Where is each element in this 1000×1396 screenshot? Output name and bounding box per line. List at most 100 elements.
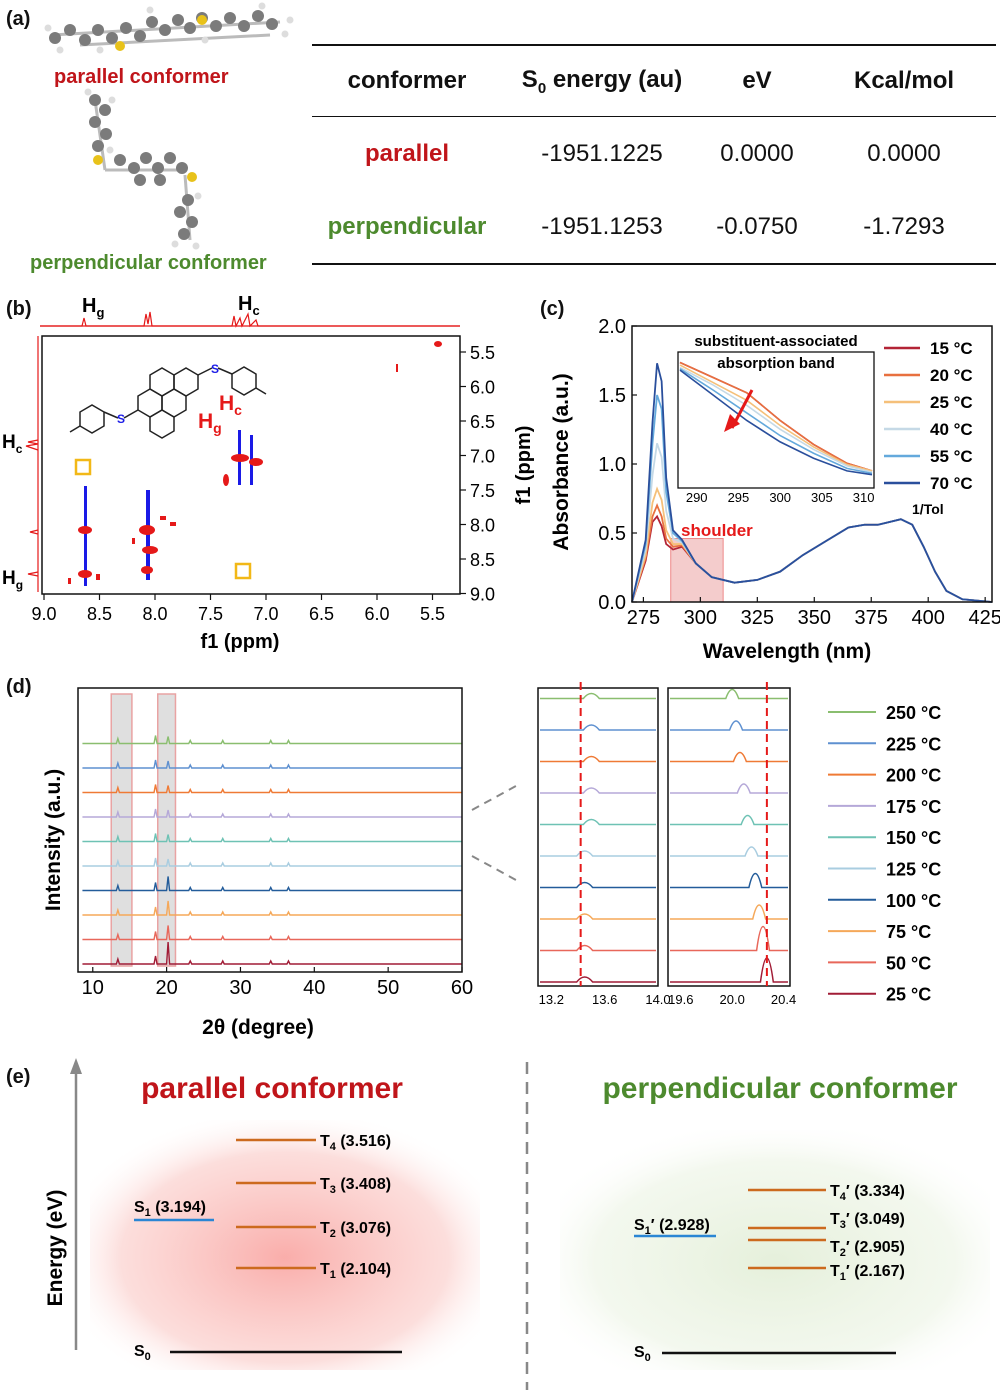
- energy-table: conformer S0 energy (au) eV Kcal/mol par…: [312, 44, 996, 265]
- absorption-x-tick-label: 275: [627, 607, 660, 629]
- highlight-box-hc: [74, 458, 92, 476]
- zoom-x-tick-label: 14.0: [645, 992, 670, 1007]
- xrd-x-tick-label: 60: [451, 977, 473, 999]
- row-ev: 0.0000: [720, 140, 794, 167]
- xrd-pattern-line: [82, 759, 462, 769]
- row-ev: -0.0750: [716, 213, 798, 240]
- xrd-pattern-line: [82, 900, 462, 916]
- xrd-x-tick-label: 10: [82, 977, 104, 999]
- nmr-x-tick-label: 7.0: [253, 604, 278, 624]
- nmr-x-tick-label: 6.5: [309, 604, 334, 624]
- molecule-models: [44, 2, 294, 250]
- xrd-pattern-line: [82, 784, 462, 794]
- nmr-y-tick-label: 5.5: [470, 343, 495, 363]
- xrd-pattern-line: [82, 735, 462, 745]
- xrd-x-tick-label: 50: [377, 977, 399, 999]
- xrd-legend-label: 200 °C: [886, 766, 941, 786]
- table-row: parallel -1951.1225 0.0000 0.0000: [312, 117, 996, 191]
- zoom-frame: [667, 687, 791, 987]
- inset-x-tick-label: 300: [769, 490, 791, 505]
- zoom-connector-bottom: [471, 855, 517, 881]
- label-t4-prime: T4′ (3.334): [830, 1183, 905, 1203]
- nmr-y-label: f1 (ppm): [513, 426, 535, 505]
- absorption-x-label: Wavelength (nm): [703, 640, 871, 663]
- zoom-pattern-line: [540, 913, 656, 920]
- zoom-frame: [537, 687, 659, 987]
- zoom-pattern-line: [540, 944, 656, 952]
- label-t1: T1 (2.104): [320, 1261, 391, 1281]
- label-t1-prime: T1′ (2.167): [830, 1263, 905, 1283]
- xrd-main-plot: 10 20 30 40 50 60: [77, 687, 473, 999]
- absorption-y-tick-label: 2.0: [598, 316, 626, 338]
- nmr-x-tick-label: 8.5: [87, 604, 112, 624]
- nmr-y-tick-label: 8.5: [470, 550, 495, 570]
- row-energy: -1951.1225: [541, 140, 663, 167]
- xrd-legend-label: 250 °C: [886, 703, 941, 723]
- header-conformer: conformer: [347, 67, 467, 94]
- inset-series-line: [679, 369, 873, 476]
- xrd-pattern-line: [82, 876, 462, 892]
- zoom-pattern-line: [540, 850, 656, 857]
- label-t2: T2 (3.076): [320, 1220, 391, 1240]
- zoom-pattern-line: [540, 787, 656, 794]
- absorption-x-tick-label: 375: [855, 607, 888, 629]
- shoulder-highlight: [670, 538, 724, 603]
- zoom-pattern-line: [670, 926, 788, 952]
- nmr-y-tick-label: 7.5: [470, 481, 495, 501]
- shoulder-label: shoulder: [681, 521, 753, 540]
- absorption-chart: 275 300 325 350 375 400 425 0.0 0.5 1.0 1.5 2.0 Abs…: [550, 316, 1000, 663]
- row-kcal: -1.7293: [863, 213, 945, 240]
- inset-title-line1: substituent-associated: [694, 333, 857, 350]
- zoom-pattern-line: [670, 783, 788, 794]
- legend-label: 40 °C: [930, 420, 973, 439]
- absorption-y-tick-label: 0.5: [598, 523, 626, 545]
- label-s1: S1 (3.194): [134, 1199, 206, 1219]
- nmr-y-tick-label: 7.0: [470, 447, 495, 467]
- parallel-conformer-model: [44, 2, 294, 54]
- absorption-x-tick-label: 400: [912, 607, 945, 629]
- left-label-hg: Hg: [2, 568, 23, 592]
- legend-label: 70 °C: [930, 474, 973, 493]
- absorption-y-tick-label: 0.0: [598, 592, 626, 614]
- panel-c-label: (c): [540, 298, 565, 320]
- header-kcal: Kcal/mol: [853, 67, 955, 94]
- nmr-frame: [41, 335, 461, 595]
- zoom-x-tick-label: 20.0: [720, 992, 745, 1007]
- left-1d-spectrum: [25, 336, 39, 592]
- zoom-pattern-line: [670, 814, 788, 826]
- parallel-levels: T4 (3.516) T3 (3.408) T2 (3.076) T1 (2.1…: [134, 1133, 402, 1363]
- xrd-pattern-line: [82, 833, 462, 843]
- xrd-legend-label: 25 °C: [886, 985, 931, 1005]
- zoom-pattern-line: [670, 846, 788, 857]
- xrd-legend-label: 125 °C: [886, 860, 941, 880]
- table-row: perpendicular -1951.1253 -0.0750 -1.7293: [312, 191, 996, 263]
- zoom-pattern-line: [540, 881, 656, 889]
- panel-d-label: (d): [6, 676, 32, 698]
- row-energy: -1951.1253: [541, 213, 663, 240]
- nmr-x-tick-label: 8.0: [142, 604, 167, 624]
- perpendicular-background: [560, 1130, 990, 1370]
- absorption-x-tick-label: 325: [741, 607, 774, 629]
- sulfur-label-1: S: [211, 362, 219, 376]
- panel-a-label: (a): [6, 8, 31, 30]
- zoom-x-tick-label: 19.6: [668, 992, 693, 1007]
- zoom-pattern-line: [540, 692, 656, 700]
- energy-axis-arrowhead: [70, 1058, 82, 1074]
- inset-x-tick-label: 290: [686, 490, 708, 505]
- xrd-x-tick-label: 40: [303, 977, 325, 999]
- zoom-x-tick-label: 20.4: [771, 992, 796, 1007]
- legend-label: 15 °C: [930, 339, 973, 358]
- label-t3-prime: T3′ (3.049): [830, 1211, 905, 1231]
- xrd-zoom-plots: 13.2 13.6 14.019.6 20.0 20.4: [537, 682, 796, 1007]
- inset-plot-area: 290 295 300 305 310: [679, 361, 875, 505]
- sulfur-label-2: S: [117, 412, 125, 426]
- inset-series-line: [679, 366, 873, 473]
- nmr-cross-peaks: [68, 341, 442, 586]
- highlight-column-1: [110, 693, 133, 967]
- nmr-x-tick-label: 9.0: [31, 604, 56, 624]
- xrd-pattern-line: [82, 941, 462, 965]
- zoom-pattern-line: [670, 751, 788, 763]
- zoom-pattern-line: [540, 755, 656, 763]
- xrd-x-tick-label: 20: [155, 977, 177, 999]
- zoom-pattern-line: [540, 976, 656, 983]
